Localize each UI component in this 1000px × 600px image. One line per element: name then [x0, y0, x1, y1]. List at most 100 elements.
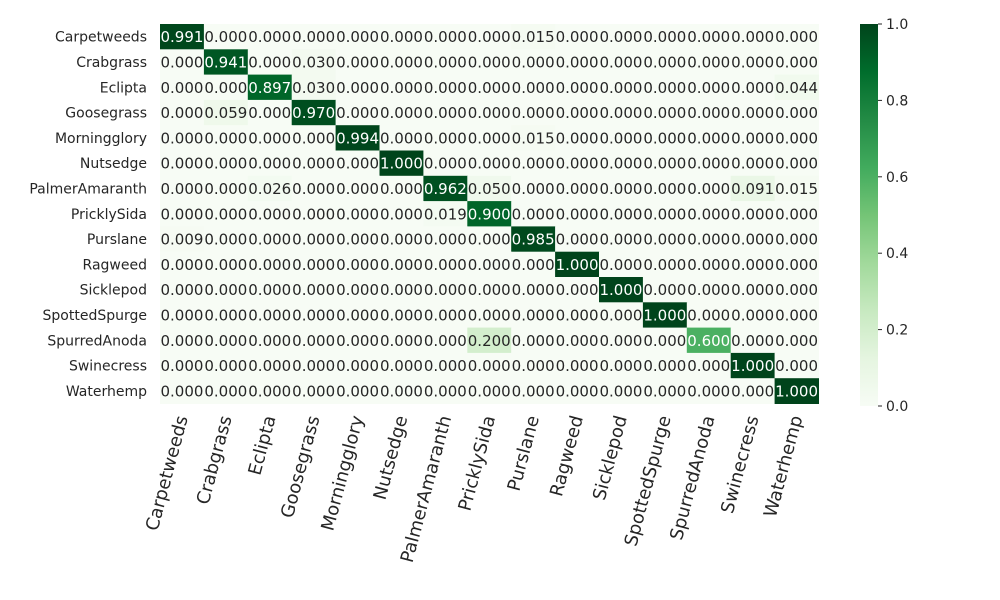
cell-value-label: 0.000	[599, 155, 642, 173]
cell-value-label: 0.000	[204, 155, 247, 173]
cell-value-label: 0.000	[204, 256, 247, 274]
cell-value-label: 0.000	[380, 256, 423, 274]
cell-value-label: 0.000	[336, 79, 379, 97]
cell-value-label: 0.000	[687, 53, 730, 71]
heatmap-cell	[423, 277, 468, 303]
heatmap-cell	[160, 74, 205, 101]
heatmap-cell	[379, 125, 424, 151]
cell-value-label: 0.026	[248, 180, 291, 198]
heatmap-cell	[423, 352, 468, 379]
heatmap-cell	[160, 99, 205, 126]
cell-value-label: 0.000	[336, 205, 379, 223]
cell-value-label: 0.000	[556, 28, 599, 46]
heatmap-cell	[686, 378, 732, 404]
cell-value-label: 0.000	[731, 53, 774, 71]
cell-value-label: 0.000	[424, 306, 467, 324]
heatmap-cell	[379, 302, 424, 329]
cell-value-label: 0.000	[380, 53, 423, 71]
cell-value-label: 0.000	[643, 231, 686, 249]
heatmap-cell	[686, 226, 732, 253]
heatmap-cell	[379, 378, 424, 404]
colorbar-tick-label: 0.0	[886, 399, 908, 415]
cell-value-label: 0.000	[468, 231, 511, 249]
heatmap-cell	[730, 327, 776, 354]
row-label: Morningglory	[55, 131, 147, 147]
cell-value-label: 0.000	[380, 28, 423, 46]
cell-value-label: 0.900	[468, 205, 511, 223]
cell-value-label: 0.000	[599, 382, 642, 400]
colorbar: 0.0 0.2 0.4 0.6 0.8 1.0	[860, 17, 908, 415]
heatmap-cell	[555, 150, 600, 177]
heatmap-cell	[774, 125, 819, 151]
heatmap-cell	[203, 251, 249, 278]
heatmap-cell	[599, 378, 644, 404]
cell-value-label: 0.200	[468, 332, 511, 350]
heatmap-cell	[555, 201, 600, 227]
cell-value-label: 0.000	[512, 79, 555, 97]
cell-value-label: 0.000	[424, 53, 467, 71]
heatmap-cell	[599, 74, 644, 101]
heatmap-cell	[599, 302, 644, 329]
heatmap-cell	[467, 378, 512, 404]
cell-value-label: 0.000	[556, 357, 599, 375]
cell-value-label: 0.000	[424, 281, 467, 299]
heatmap-cell	[247, 327, 293, 354]
heatmap-cell	[599, 277, 644, 303]
colorbar-tick-label: 0.6	[886, 170, 908, 186]
heatmap-cell	[379, 226, 424, 253]
cell-value-label: 0.000	[204, 28, 247, 46]
cell-value-label: 0.000	[556, 382, 599, 400]
cell-value-label: 0.000	[687, 79, 730, 97]
cell-value-label: 0.000	[292, 180, 335, 198]
heatmap-cell	[291, 49, 337, 76]
cell-value-label: 0.000	[731, 306, 774, 324]
heatmap-cell	[774, 327, 819, 354]
heatmap-cell	[335, 251, 380, 278]
heatmap-cell	[335, 201, 380, 227]
cell-value-label: 0.000	[775, 306, 818, 324]
heatmap-cell	[642, 251, 688, 278]
heatmap-cell	[247, 201, 293, 227]
row-label: Carpetweeds	[55, 30, 147, 46]
heatmap-cell	[730, 125, 776, 151]
cell-value-label: 0.000	[380, 104, 423, 122]
cell-value-label: 0.000	[292, 357, 335, 375]
cell-value-label: 0.000	[512, 332, 555, 350]
heatmap-cell	[599, 24, 644, 50]
cell-value-label: 0.000	[248, 332, 291, 350]
column-label: SpurredAnoda	[666, 413, 719, 542]
cell-value-label: 0.994	[336, 129, 379, 147]
heatmap-cell	[423, 74, 468, 101]
heatmap-cell	[511, 99, 556, 126]
heatmap-cell	[247, 226, 293, 253]
cell-value-label: 0.000	[204, 205, 247, 223]
heatmap-cell	[467, 175, 512, 202]
cell-value-label: 0.000	[775, 231, 818, 249]
cell-value-label: 0.000	[336, 104, 379, 122]
cell-value-label: 1.000	[380, 155, 423, 173]
heatmap-cell	[642, 277, 688, 303]
cell-value-label: 0.000	[731, 104, 774, 122]
cell-value-label: 0.000	[424, 382, 467, 400]
cell-value-label: 0.044	[775, 79, 818, 97]
cell-value-label: 0.000	[292, 231, 335, 249]
cell-value-label: 0.962	[424, 180, 467, 198]
cell-value-label: 0.000	[731, 205, 774, 223]
heatmap-cell	[335, 327, 380, 354]
row-label: Sicklepod	[80, 283, 147, 299]
cell-value-label: 0.000	[160, 357, 203, 375]
cell-value-label: 0.000	[731, 382, 774, 400]
cell-value-label: 0.000	[160, 332, 203, 350]
heatmap-cell	[511, 150, 556, 177]
cell-value-label: 0.059	[204, 104, 247, 122]
heatmap-cell	[774, 175, 819, 202]
cell-value-label: 0.000	[556, 180, 599, 198]
cell-value-label: 0.000	[731, 256, 774, 274]
cell-value-label: 0.000	[160, 79, 203, 97]
heatmap-cell	[291, 302, 337, 329]
heatmap-cell	[335, 99, 380, 126]
heatmap-cell	[467, 24, 512, 50]
cell-value-label: 0.000	[687, 231, 730, 249]
cell-value-label: 0.000	[599, 53, 642, 71]
heatmap-cell	[160, 201, 205, 227]
